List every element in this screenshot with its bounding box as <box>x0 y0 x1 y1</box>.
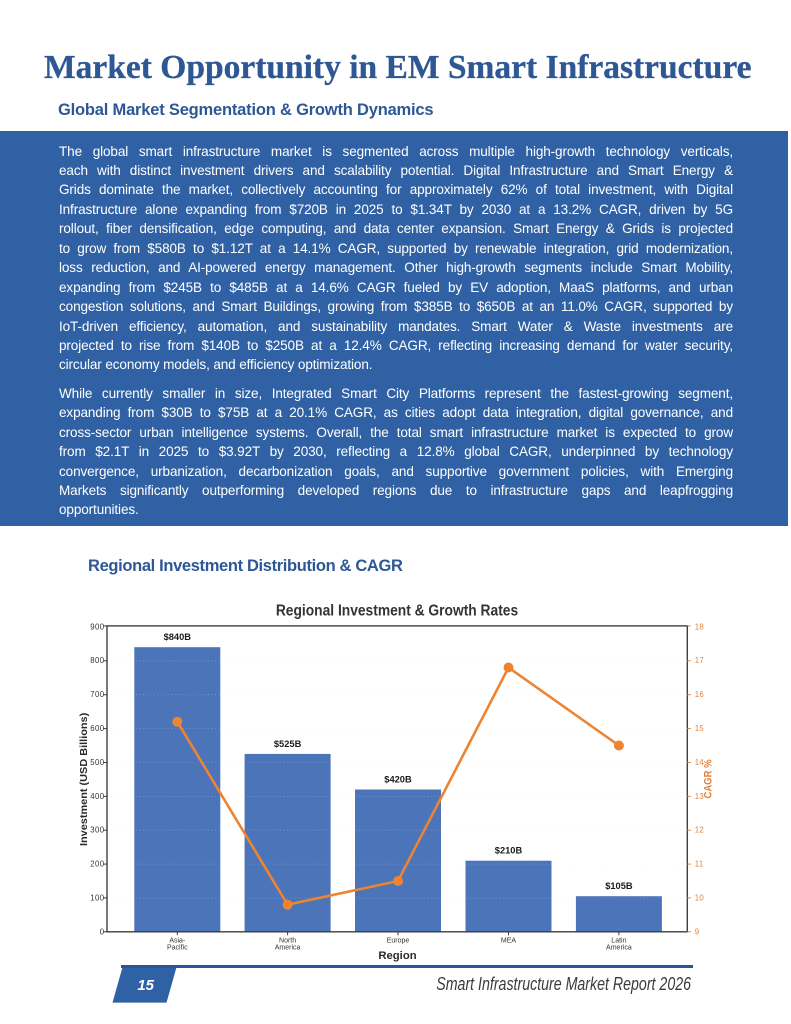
svg-text:CAGR %: CAGR % <box>702 759 714 798</box>
svg-text:15: 15 <box>137 977 154 994</box>
svg-text:16: 16 <box>695 690 704 699</box>
svg-text:17: 17 <box>695 656 704 665</box>
svg-text:Pacific: Pacific <box>167 944 188 951</box>
svg-text:0: 0 <box>100 927 105 936</box>
svg-text:America: America <box>606 944 632 951</box>
svg-text:Region: Region <box>378 950 416 962</box>
svg-text:14: 14 <box>695 758 705 767</box>
svg-text:Asia-: Asia- <box>169 937 186 944</box>
svg-text:400: 400 <box>90 792 104 801</box>
svg-text:America: America <box>275 944 301 951</box>
svg-text:200: 200 <box>90 860 104 869</box>
svg-text:Europe: Europe <box>387 937 410 944</box>
svg-text:100: 100 <box>90 893 104 902</box>
svg-text:600: 600 <box>90 724 104 733</box>
svg-text:500: 500 <box>90 758 104 767</box>
svg-text:15: 15 <box>695 724 705 733</box>
svg-text:18: 18 <box>695 622 704 631</box>
svg-text:Regional Investment & Growth R: Regional Investment & Growth Rates <box>276 603 518 620</box>
svg-text:11: 11 <box>695 860 704 869</box>
svg-text:Investment (USD Billions): Investment (USD Billions) <box>79 713 90 846</box>
svg-text:Latin: Latin <box>611 937 626 944</box>
svg-text:700: 700 <box>90 690 104 699</box>
svg-text:13: 13 <box>695 792 704 801</box>
svg-text:800: 800 <box>90 656 104 665</box>
svg-text:$420B: $420B <box>384 775 412 785</box>
svg-text:900: 900 <box>90 622 104 631</box>
svg-text:9: 9 <box>695 927 700 936</box>
svg-text:12: 12 <box>695 826 704 835</box>
svg-text:$840B: $840B <box>164 632 192 642</box>
svg-text:10: 10 <box>695 893 705 902</box>
svg-text:$210B: $210B <box>495 846 523 856</box>
svg-text:$525B: $525B <box>274 739 302 749</box>
svg-text:$105B: $105B <box>605 881 633 891</box>
svg-text:MEA: MEA <box>501 937 517 944</box>
svg-text:North: North <box>279 937 296 944</box>
svg-text:300: 300 <box>90 826 104 835</box>
